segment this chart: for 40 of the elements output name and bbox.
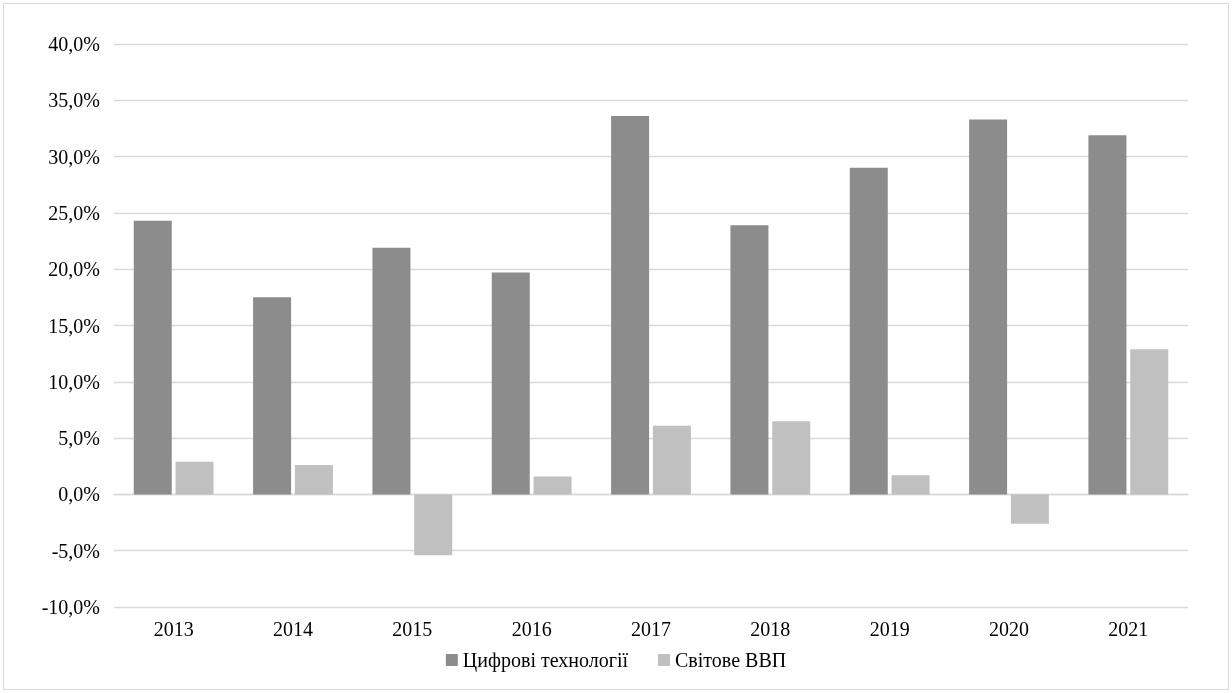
legend-label: Світове ВВП (675, 649, 787, 671)
x-tick-label: 2021 (1108, 618, 1149, 640)
y-tick-label: -5,0% (51, 539, 100, 562)
y-tick-label: 25,0% (48, 201, 100, 224)
y-tick-label: 35,0% (48, 89, 100, 112)
bar (175, 461, 214, 495)
bar (1088, 135, 1127, 495)
bar (652, 425, 691, 495)
x-tick-label: 2016 (511, 618, 552, 640)
x-tick-label: 2013 (153, 618, 194, 640)
bar (533, 476, 572, 495)
bar (611, 116, 650, 495)
bar (491, 272, 530, 495)
bar (294, 465, 333, 495)
bar (891, 475, 930, 495)
bar (133, 220, 172, 495)
bar (969, 119, 1008, 495)
x-tick-label: 2019 (869, 618, 910, 640)
y-tick-label: -10,0% (41, 596, 100, 618)
x-tick-label: 2018 (750, 618, 791, 640)
y-tick-label: 0,0% (58, 483, 100, 506)
bar (849, 167, 888, 495)
bar (730, 225, 769, 495)
y-tick-label: 30,0% (48, 145, 100, 168)
bar (1130, 349, 1169, 495)
x-tick-label: 2014 (273, 618, 313, 640)
y-tick-label: 40,0% (48, 33, 100, 55)
x-tick-label: 2020 (989, 618, 1029, 640)
y-tick-label: 20,0% (48, 258, 100, 281)
y-tick-label: 15,0% (48, 314, 100, 337)
bar (772, 421, 811, 495)
y-tick-label: 5,0% (58, 427, 100, 450)
x-tick-label: 2017 (631, 618, 671, 640)
bar (372, 247, 411, 495)
bar (253, 297, 292, 495)
bar (1010, 494, 1049, 524)
x-tick-label: 2015 (392, 618, 433, 640)
y-tick-label: 10,0% (48, 370, 100, 393)
bar (414, 494, 453, 556)
legend-label: Цифрові технології (462, 649, 629, 672)
